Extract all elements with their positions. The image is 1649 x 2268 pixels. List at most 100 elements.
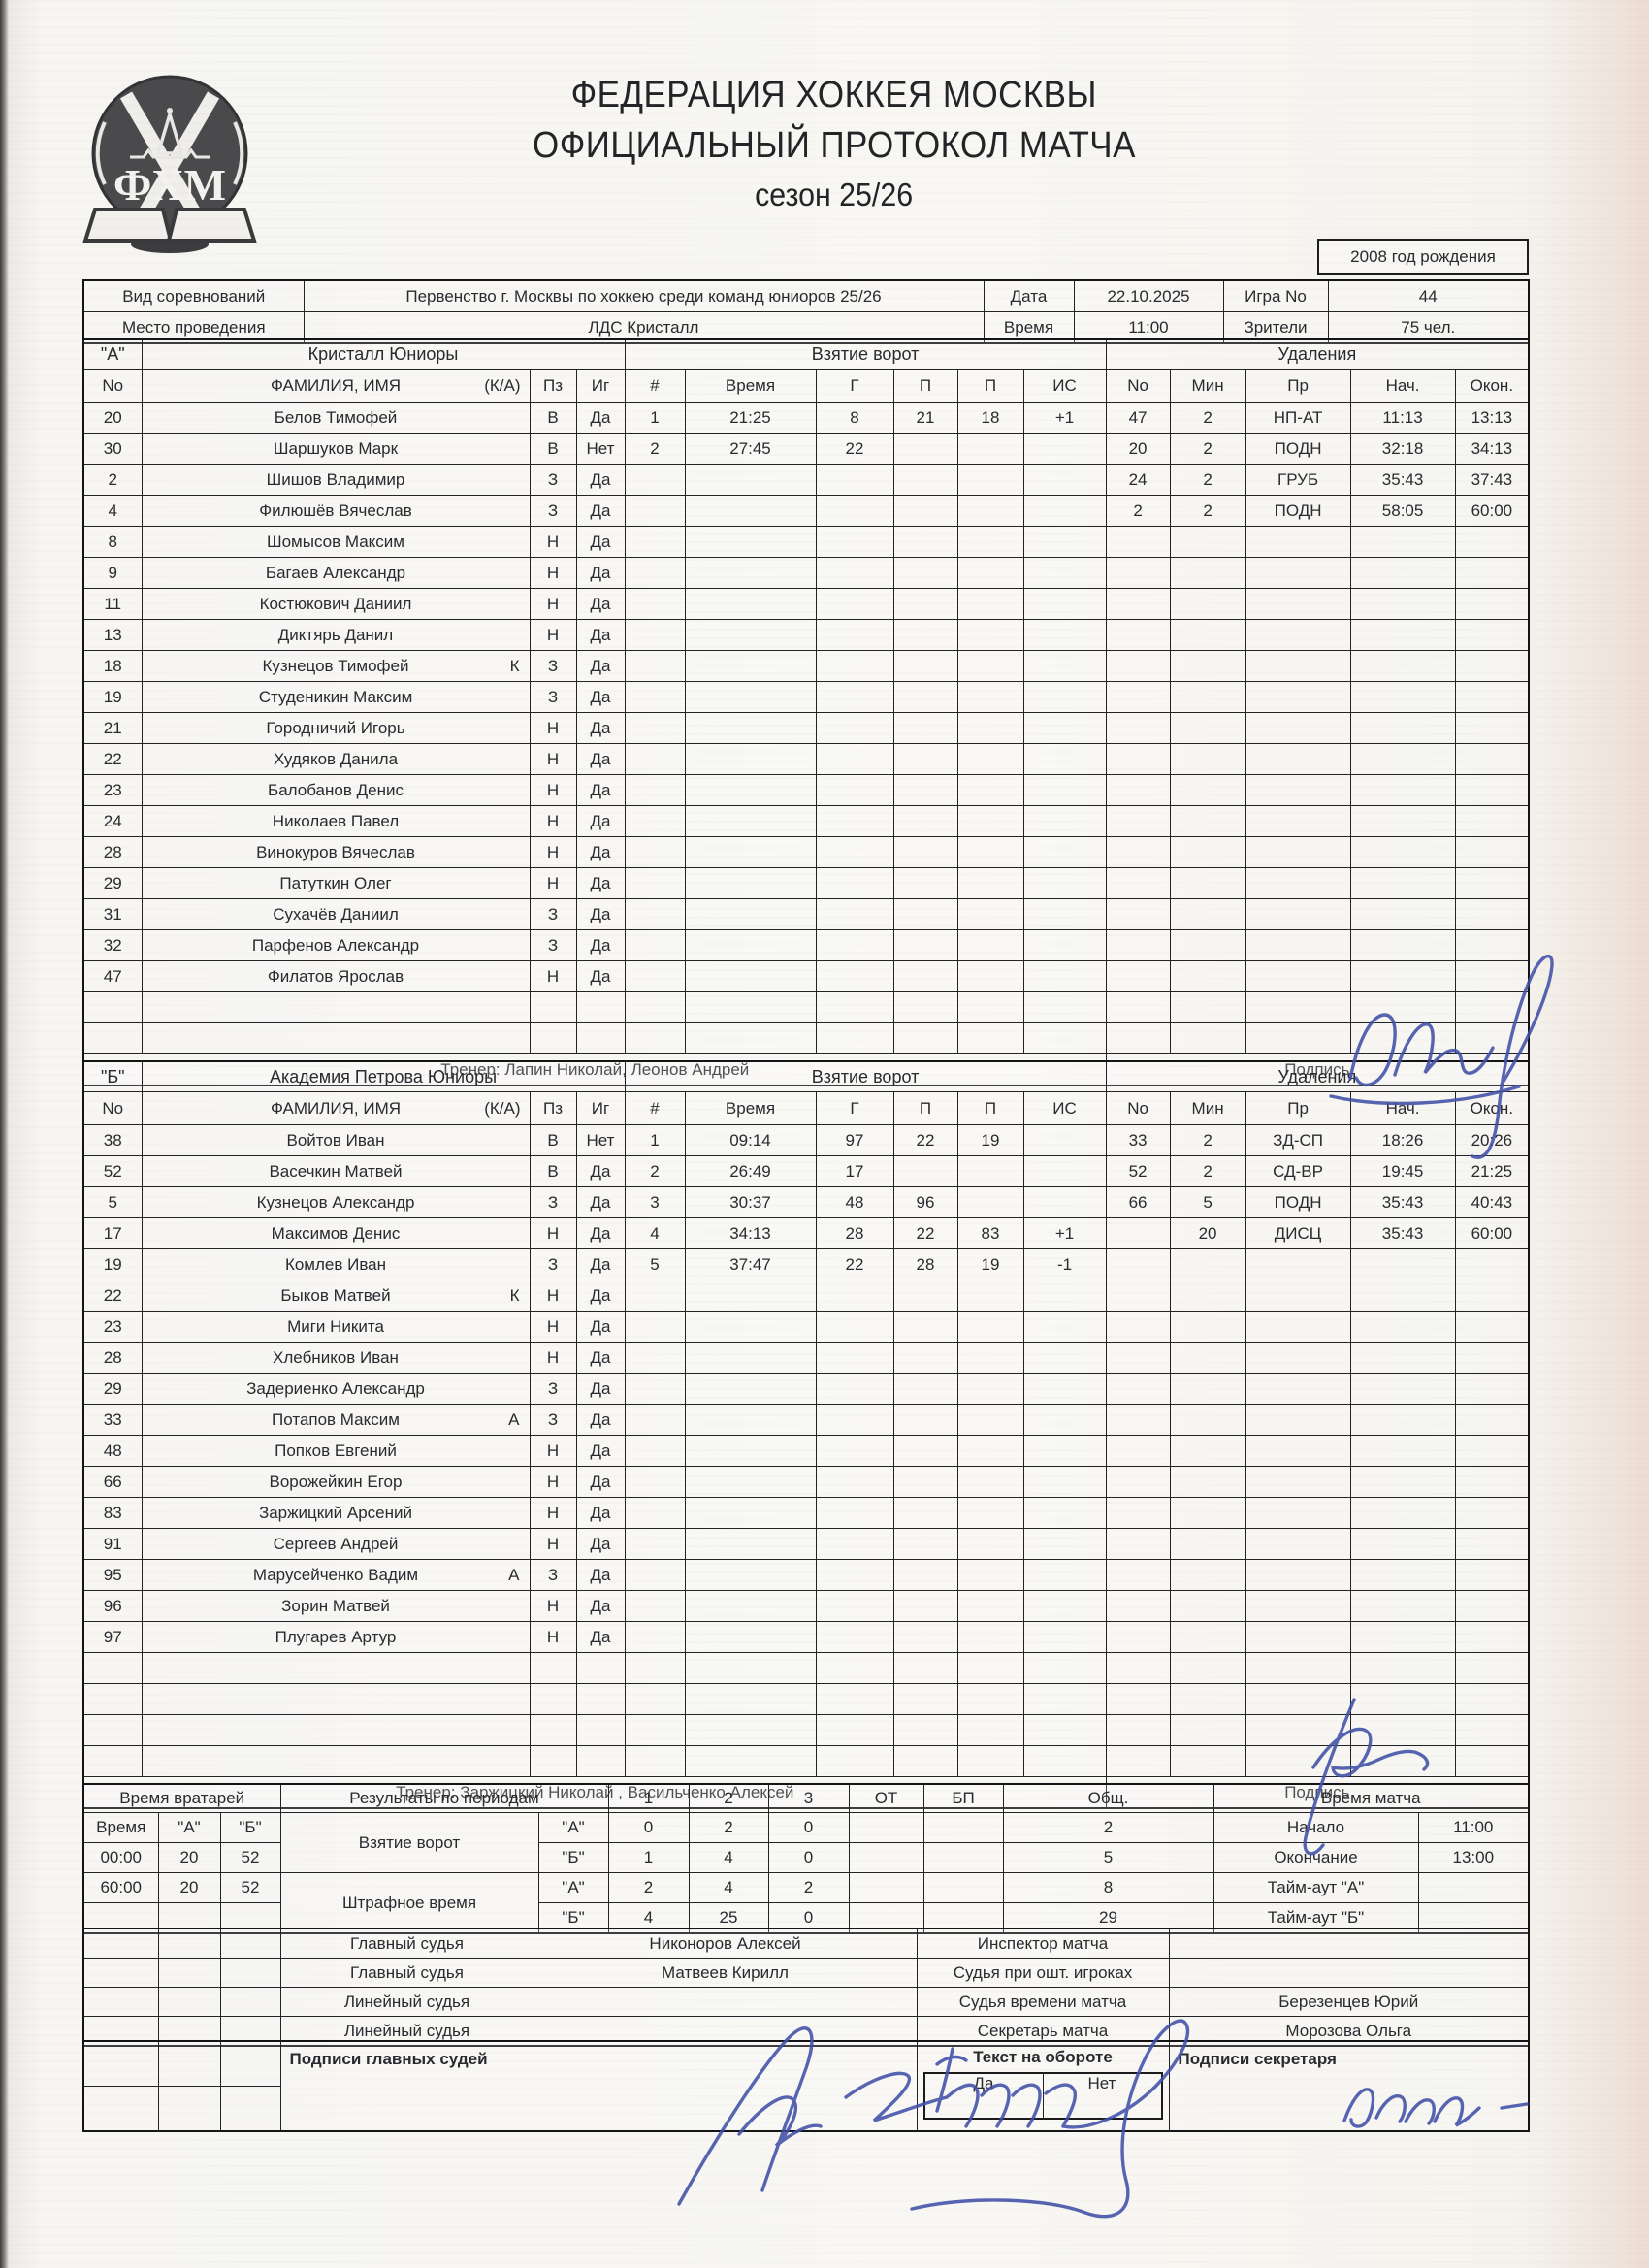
penalty-minutes: 2 [1169, 495, 1246, 527]
penalty-code: ДИСЦ [1245, 1217, 1351, 1249]
goal-time [684, 1590, 817, 1622]
goal-number [624, 1280, 686, 1312]
goal-time: 37:47 [684, 1248, 817, 1280]
goal-number [624, 743, 686, 775]
goal-scorer [815, 650, 894, 682]
penalty-minutes [1169, 743, 1246, 775]
goal-time [684, 712, 817, 744]
player-position [529, 1652, 577, 1684]
goal-number [624, 681, 686, 713]
penalty-minutes [1169, 774, 1246, 806]
goal-time [684, 898, 817, 930]
goal-scorer [815, 1373, 894, 1405]
penalty-code: ЗД-СП [1245, 1124, 1351, 1156]
date-value: 22.10.2025 [1073, 279, 1224, 312]
goal-assist2 [956, 464, 1024, 496]
judges-signature-label: Подписи главных судей [289, 2050, 488, 2068]
goal-number [624, 836, 686, 868]
goal-assist1 [892, 1342, 958, 1374]
penalty-end [1454, 1373, 1530, 1405]
team_b-letter: "Б" [82, 1060, 143, 1092]
table-row: 19 Комлев Иван З Да 5 37:47 22 28 19 -1 [82, 1248, 1530, 1280]
competition-value: Первенство г. Москвы по хоккею среди ком… [303, 279, 985, 312]
penalty-start [1349, 1342, 1456, 1374]
penalty-start: 32:18 [1349, 433, 1456, 465]
goal-assist2 [956, 960, 1024, 992]
goal-scorer [815, 464, 894, 496]
goal-time [684, 1342, 817, 1374]
goal-assist1 [892, 1559, 958, 1591]
penalty-code: ГРУБ [1245, 464, 1351, 496]
player-name-text: Потапов Максим [272, 1409, 400, 1429]
player-played: Да [575, 402, 626, 434]
player-played: Нет [575, 433, 626, 465]
player-played: Да [575, 1248, 626, 1280]
player-name-text: Марусейченко Вадим [252, 1565, 419, 1584]
penalty-start [1349, 1745, 1456, 1777]
table-row: 95 Марусейченко Вадим А З Да [82, 1559, 1530, 1591]
goal-number [624, 1714, 686, 1746]
goal-is: +1 [1022, 402, 1107, 434]
table-row: 47 Филатов Ярослав Н Да [82, 960, 1530, 992]
goal-number: 3 [624, 1186, 686, 1218]
penalty-start [1349, 588, 1456, 620]
goal-time [684, 1559, 817, 1591]
goal-is [1022, 867, 1107, 899]
reverse-yes-cell[interactable]: Да [923, 2072, 1044, 2120]
col-pen-min: Мин [1169, 369, 1246, 403]
penalty-minutes [1169, 1466, 1246, 1498]
penalty-start [1349, 526, 1456, 558]
penalty-minutes [1169, 898, 1246, 930]
penalty-code [1245, 1714, 1351, 1746]
player-played: Да [575, 650, 626, 682]
goals-a-so [922, 1812, 1004, 1843]
goal-number [624, 1373, 686, 1405]
goal-is [1022, 433, 1107, 465]
penalty-end [1454, 1714, 1530, 1746]
penalty-start: 35:43 [1349, 464, 1456, 496]
goal-is [1022, 712, 1107, 744]
goal-assist1 [892, 867, 958, 899]
player-name: Быков Матвей К [141, 1280, 531, 1312]
game-number-value: 44 [1327, 279, 1530, 312]
penalty-player-no [1105, 867, 1171, 899]
reverse-no-cell[interactable]: Нет [1042, 2072, 1162, 2120]
col-pen-code: Пр [1245, 1091, 1351, 1125]
goals-b-p1: 1 [607, 1842, 690, 1873]
player-number [82, 1714, 143, 1746]
goal-assist2 [956, 1652, 1024, 1684]
goal-assist1 [892, 681, 958, 713]
player-name-text: Попков Евгений [275, 1441, 397, 1460]
penalty-start: 58:05 [1349, 495, 1456, 527]
penalty-start [1349, 1373, 1456, 1405]
player-name: Шомысов Максим [141, 526, 531, 558]
penalty-player-no [1105, 1466, 1171, 1498]
goal-is [1022, 1311, 1107, 1343]
col-pen-code: Пр [1245, 369, 1351, 403]
goals-b-p2: 4 [688, 1842, 769, 1873]
col-name-label: ФАМИЛИЯ, ИМЯ [270, 1098, 402, 1118]
match-info-table: Вид соревнований Первенство г. Москвы по… [82, 279, 1530, 344]
penalty-minutes [1169, 960, 1246, 992]
goal-is [1022, 1155, 1107, 1187]
player-name: Костюкович Даниил [141, 588, 531, 620]
goal-assist2 [956, 712, 1024, 744]
player-name: Патуткин Олег [141, 867, 531, 899]
goal-assist1: 96 [892, 1186, 958, 1218]
goal-assist2 [956, 1311, 1024, 1343]
penalty-end [1454, 557, 1530, 589]
team-b-roster-table: "Б" Академия Петрова Юниоры Взятие ворот Уд… [82, 1060, 1531, 1809]
table-row: 9 Багаев Александр Н Да [82, 557, 1530, 589]
penalty-player-no: 24 [1105, 464, 1171, 496]
player-number: 20 [82, 402, 143, 434]
penalty-minutes: 2 [1169, 464, 1246, 496]
player-name [141, 1022, 531, 1054]
player-position: З [529, 929, 577, 961]
goal-time [684, 1745, 817, 1777]
goal-assist2 [956, 805, 1024, 837]
player-name-text: Кузнецов Тимофей [262, 656, 409, 675]
player-position: Н [529, 619, 577, 651]
table-row: 20 Белов Тимофей В Да 1 21:25 8 21 18 +1 47 2 НП-АТ 1… [82, 402, 1530, 434]
goal-time [684, 867, 817, 899]
penalty-start [1349, 1248, 1456, 1280]
